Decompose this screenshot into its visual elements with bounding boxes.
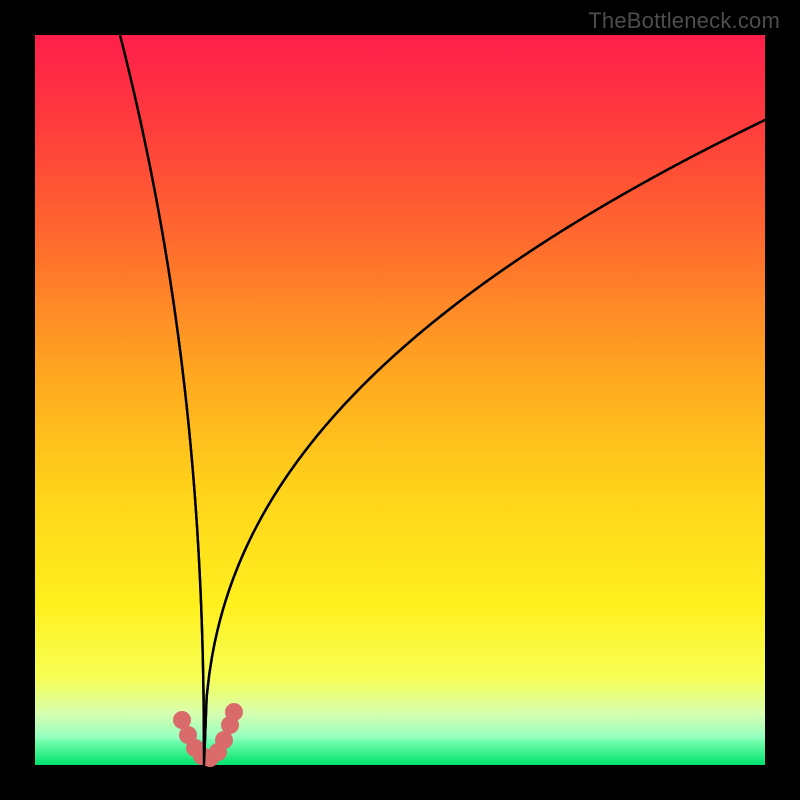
heat-gradient-background bbox=[35, 35, 765, 765]
optimal-band bbox=[35, 739, 765, 765]
chart-stage: TheBottleneck.com bbox=[0, 0, 800, 800]
watermark-text: TheBottleneck.com bbox=[588, 8, 780, 34]
